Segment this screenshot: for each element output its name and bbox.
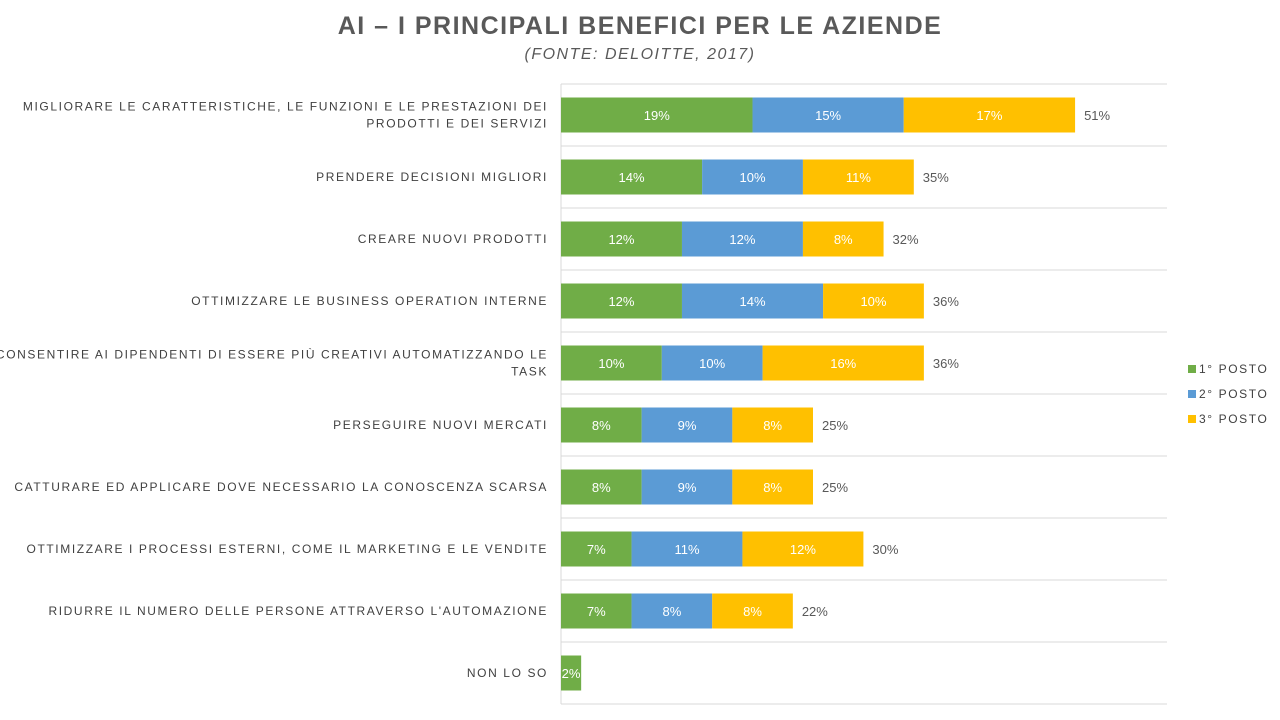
legend-label: 1° POSTO bbox=[1199, 362, 1268, 376]
data-label: 12% bbox=[608, 232, 634, 247]
category-label-line: PERSEGUIRE NUOVI MERCATI bbox=[333, 418, 548, 432]
data-label: 15% bbox=[815, 108, 841, 123]
bar-segment bbox=[561, 655, 582, 691]
bar-segment bbox=[712, 593, 793, 629]
data-label: 10% bbox=[860, 294, 886, 309]
category-label: CATTURARE ED APPLICARE DOVE NECESSARIO L… bbox=[14, 480, 548, 494]
category-label-line: CATTURARE ED APPLICARE DOVE NECESSARIO L… bbox=[14, 480, 548, 494]
bar-segment bbox=[903, 97, 1076, 133]
bar-segment bbox=[762, 345, 924, 381]
category-label: OTTIMIZZARE I PROCESSI ESTERNI, COME IL … bbox=[27, 542, 548, 556]
bar-segment bbox=[561, 345, 662, 381]
bar-segment bbox=[561, 469, 642, 505]
data-label: 8% bbox=[743, 604, 762, 619]
data-label: 12% bbox=[608, 294, 634, 309]
data-label: 7% bbox=[587, 604, 606, 619]
bar-segment bbox=[561, 159, 703, 195]
bar-segment bbox=[661, 345, 763, 381]
category-label-line: OTTIMIZZARE LE BUSINESS OPERATION INTERN… bbox=[191, 294, 548, 308]
category-label: RIDURRE IL NUMERO DELLE PERSONE ATTRAVER… bbox=[48, 604, 548, 618]
legend-swatch bbox=[1188, 390, 1196, 398]
total-label: 32% bbox=[893, 232, 919, 247]
total-label: 51% bbox=[1084, 108, 1110, 123]
data-label: 8% bbox=[662, 604, 681, 619]
category-label: OTTIMIZZARE LE BUSINESS OPERATION INTERN… bbox=[191, 294, 548, 308]
category-label-line: PRODOTTI E DEI SERVIZI bbox=[366, 117, 548, 131]
bar-segment bbox=[732, 469, 813, 505]
category-label: NON LO SO bbox=[467, 666, 548, 680]
bar-segment bbox=[681, 221, 803, 257]
bar-segment bbox=[802, 221, 884, 257]
data-label: 11% bbox=[674, 542, 699, 557]
data-label: 2% bbox=[562, 666, 581, 681]
data-label: 19% bbox=[644, 108, 670, 123]
category-label-line: CREARE NUOVI PRODOTTI bbox=[358, 232, 548, 246]
category-label-line: RIDURRE IL NUMERO DELLE PERSONE ATTRAVER… bbox=[48, 604, 548, 618]
bar-segment bbox=[631, 593, 713, 629]
category-label: MIGLIORARE LE CARATTERISTICHE, LE FUNZIO… bbox=[23, 100, 548, 131]
bar-segment bbox=[631, 531, 743, 567]
total-label: 35% bbox=[923, 170, 949, 185]
chart-title: AI – I PRINCIPALI BENEFICI PER LE AZIEND… bbox=[337, 12, 943, 40]
data-label: 10% bbox=[699, 356, 725, 371]
total-label: 36% bbox=[933, 356, 959, 371]
category-label-line: OTTIMIZZARE I PROCESSI ESTERNI, COME IL … bbox=[27, 542, 548, 556]
data-label: 16% bbox=[830, 356, 856, 371]
data-label: 12% bbox=[729, 232, 755, 247]
bar-segment bbox=[561, 593, 632, 629]
legend-swatch bbox=[1188, 415, 1196, 423]
total-label: 36% bbox=[933, 294, 959, 309]
data-label: 7% bbox=[587, 542, 606, 557]
total-label: 25% bbox=[822, 480, 848, 495]
category-label-line: CONSENTIRE AI DIPENDENTI DI ESSERE PIÙ C… bbox=[0, 347, 548, 362]
data-label: 10% bbox=[740, 170, 766, 185]
total-label: 22% bbox=[802, 604, 828, 619]
data-label: 8% bbox=[763, 480, 782, 495]
bar-segment bbox=[702, 159, 803, 195]
bar-segment bbox=[681, 283, 824, 319]
bar-segment bbox=[641, 407, 733, 443]
total-label: 25% bbox=[822, 418, 848, 433]
bar-segment bbox=[561, 97, 753, 133]
category-label-line: NON LO SO bbox=[467, 666, 548, 680]
legend-swatch bbox=[1188, 365, 1196, 373]
data-label: 9% bbox=[678, 480, 697, 495]
legend-label: 3° POSTO bbox=[1199, 412, 1268, 426]
data-label: 10% bbox=[598, 356, 624, 371]
data-label: 11% bbox=[846, 170, 871, 185]
category-label: CREARE NUOVI PRODOTTI bbox=[358, 232, 548, 246]
data-label: 8% bbox=[592, 418, 611, 433]
legend-label: 2° POSTO bbox=[1199, 387, 1268, 401]
category-label: CONSENTIRE AI DIPENDENTI DI ESSERE PIÙ C… bbox=[0, 347, 548, 379]
bar-segment bbox=[802, 159, 914, 195]
data-label: 8% bbox=[834, 232, 853, 247]
bar-segment bbox=[561, 531, 632, 567]
bar-segment bbox=[823, 283, 924, 319]
data-label: 9% bbox=[678, 418, 697, 433]
bar-segment bbox=[752, 97, 904, 133]
total-label: 30% bbox=[872, 542, 898, 557]
category-label: PERSEGUIRE NUOVI MERCATI bbox=[333, 418, 548, 432]
data-label: 17% bbox=[976, 108, 1002, 123]
data-label: 8% bbox=[763, 418, 782, 433]
data-label: 8% bbox=[592, 480, 611, 495]
bar-segment bbox=[742, 531, 864, 567]
bar-segment bbox=[561, 283, 682, 319]
category-label-line: TASK bbox=[511, 365, 548, 379]
chart-subtitle: (FONTE: DELOITTE, 2017) bbox=[524, 46, 756, 63]
bar-segment bbox=[561, 221, 682, 257]
category-label: PRENDERE DECISIONI MIGLIORI bbox=[316, 170, 548, 184]
category-label-line: PRENDERE DECISIONI MIGLIORI bbox=[316, 170, 548, 184]
category-label-line: MIGLIORARE LE CARATTERISTICHE, LE FUNZIO… bbox=[23, 100, 548, 114]
data-label: 12% bbox=[790, 542, 816, 557]
data-label: 14% bbox=[619, 170, 645, 185]
bar-segment bbox=[641, 469, 733, 505]
data-label: 14% bbox=[740, 294, 766, 309]
bar-segment bbox=[561, 407, 642, 443]
bar-segment bbox=[732, 407, 813, 443]
